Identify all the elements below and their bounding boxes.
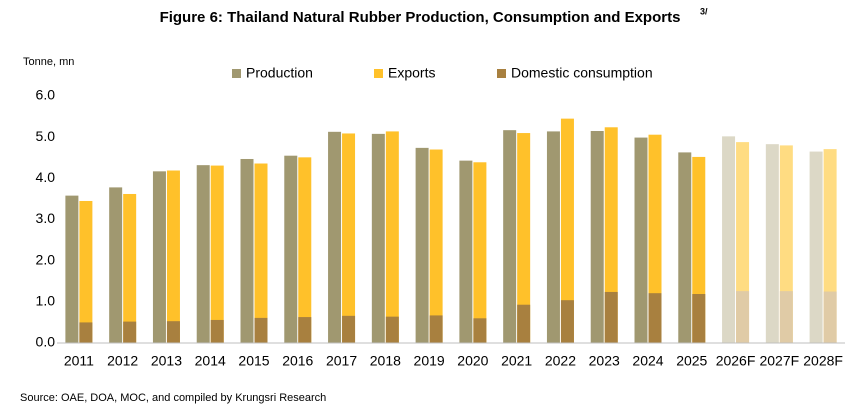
bar — [371, 133, 385, 343]
bar — [328, 131, 342, 343]
x-tick-label: 2013 — [151, 353, 182, 369]
bar — [678, 152, 692, 343]
x-tick-label: 2019 — [414, 353, 445, 369]
bar — [385, 316, 399, 343]
bar — [722, 136, 736, 343]
x-tick-label: 2027F — [759, 353, 799, 369]
bar — [736, 291, 750, 343]
bar — [765, 144, 779, 343]
bar — [254, 317, 268, 343]
x-tick-label: 2024 — [632, 353, 663, 369]
bar — [123, 321, 137, 343]
bar — [298, 317, 312, 343]
y-tick-label: 2.0 — [36, 251, 56, 267]
bar — [560, 300, 574, 343]
x-tick-label: 2011 — [64, 353, 94, 369]
bar — [809, 151, 823, 343]
x-tick-label: 2017 — [326, 353, 357, 369]
x-tick-label: 2015 — [238, 353, 269, 369]
x-tick-label: 2020 — [457, 353, 488, 369]
bar — [123, 193, 137, 343]
y-tick-label: 3.0 — [36, 210, 56, 226]
bar — [692, 294, 706, 343]
legend-label: Production — [246, 65, 313, 81]
legend-swatch — [497, 69, 506, 78]
bar — [210, 165, 224, 343]
bar — [342, 315, 356, 343]
y-tick-label: 4.0 — [36, 169, 56, 185]
bar — [284, 155, 298, 343]
title-superscript: 3/ — [700, 6, 708, 16]
bar — [648, 134, 662, 343]
bar — [648, 293, 662, 343]
x-tick-label: 2026F — [716, 353, 756, 369]
x-tick-label: 2028F — [803, 353, 843, 369]
legend-swatch — [232, 69, 241, 78]
x-tick-label: 2025 — [676, 353, 707, 369]
bar — [298, 157, 312, 343]
bar — [79, 200, 93, 343]
bar — [429, 315, 443, 343]
bar — [429, 149, 443, 343]
bar — [210, 319, 224, 343]
bar — [166, 170, 180, 343]
chart-title: Figure 6: Thailand Natural Rubber Produc… — [160, 9, 681, 26]
bar — [385, 131, 399, 343]
bar — [473, 162, 487, 343]
x-tick-label: 2022 — [545, 353, 576, 369]
bar — [473, 318, 487, 343]
x-tick-label: 2014 — [195, 353, 226, 369]
bar — [79, 322, 93, 343]
y-tick-label: 5.0 — [36, 128, 56, 144]
y-axis-label: Tonne, mn — [23, 56, 74, 68]
legend-label: Exports — [388, 65, 435, 81]
legend-swatch — [374, 69, 383, 78]
y-tick-label: 1.0 — [36, 293, 56, 309]
bar — [517, 304, 531, 343]
x-tick-label: 2012 — [107, 353, 138, 369]
bar — [459, 160, 473, 343]
bar — [546, 131, 560, 343]
source-note: Source: OAE, DOA, MOC, and compiled by K… — [20, 392, 326, 404]
bar — [634, 137, 648, 343]
bar — [415, 147, 429, 343]
bar — [109, 187, 123, 343]
y-tick-label: 0.0 — [36, 334, 56, 350]
bar — [240, 158, 254, 343]
x-tick-label: 2023 — [589, 353, 620, 369]
bar — [560, 118, 574, 344]
y-tick-label: 6.0 — [36, 87, 56, 103]
bar — [590, 130, 604, 343]
x-tick-label: 2018 — [370, 353, 401, 369]
bar — [503, 130, 517, 343]
x-tick-label: 2016 — [282, 353, 313, 369]
bar — [166, 321, 180, 343]
bar — [196, 165, 210, 343]
bar — [342, 133, 356, 343]
bar — [604, 291, 618, 343]
x-tick-label: 2021 — [501, 353, 532, 369]
bar — [254, 163, 268, 343]
bar — [779, 291, 793, 343]
bar — [517, 133, 531, 343]
bar — [604, 127, 618, 343]
bar — [823, 291, 837, 343]
bar — [152, 171, 166, 343]
legend-label: Domestic consumption — [511, 65, 653, 81]
bar — [65, 195, 79, 343]
